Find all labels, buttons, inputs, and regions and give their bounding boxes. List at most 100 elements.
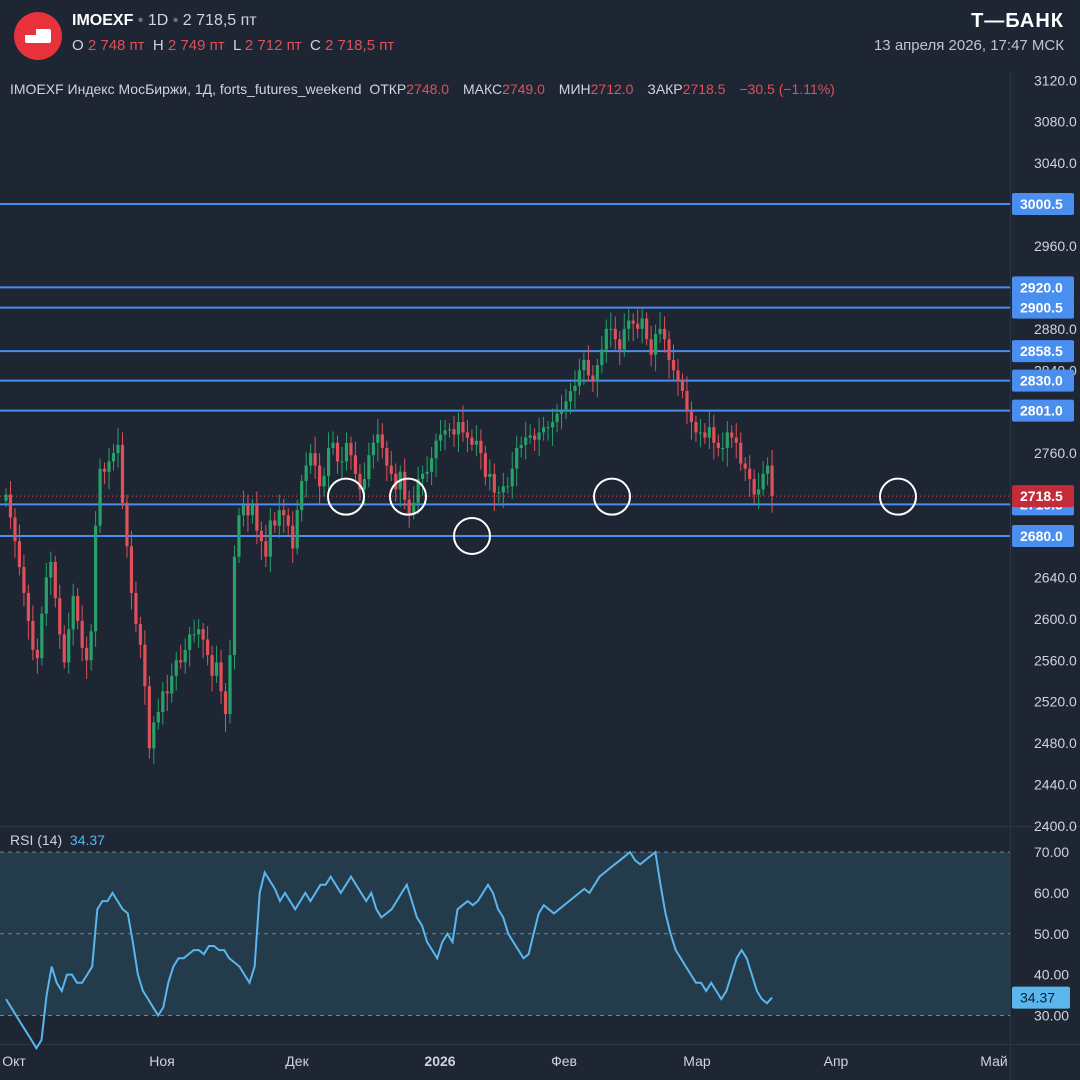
candle-body: [725, 432, 729, 448]
candle-body: [8, 494, 13, 518]
candle-body: [309, 453, 313, 466]
candle-body: [416, 479, 420, 503]
price-tick-label: 2600.0: [1034, 611, 1077, 627]
candle-body: [694, 422, 698, 433]
ticker-symbol[interactable]: IMOEXF: [72, 12, 134, 29]
brand-logo: Т—БАНК: [971, 10, 1064, 32]
candle-body: [206, 639, 210, 656]
candle-body: [438, 434, 443, 441]
candle-body: [282, 510, 286, 516]
candle-body: [67, 629, 71, 663]
candle-body: [295, 510, 299, 549]
rsi-axis-divider: [1010, 826, 1011, 1080]
price-tick-label: 3040.0: [1034, 155, 1077, 171]
candle-body: [662, 328, 667, 340]
candle-body: [138, 624, 142, 645]
candle-body: [4, 494, 8, 501]
candle-body: [707, 427, 711, 438]
candle-body: [716, 442, 720, 448]
time-tick-label: 2026: [424, 1053, 455, 1069]
touch-marker-circle: [879, 477, 917, 516]
candle-body: [609, 328, 613, 330]
candle-body: [116, 444, 120, 454]
candle-body: [488, 473, 492, 477]
candle-body: [214, 662, 219, 676]
price-tick-label: 2880.0: [1034, 321, 1077, 337]
candle-body: [470, 437, 474, 445]
touch-marker-circle: [593, 477, 631, 516]
candle-body: [147, 686, 151, 749]
time-tick-label: Мар: [683, 1053, 711, 1069]
level-tag: [1012, 399, 1074, 422]
candle-body: [300, 481, 304, 511]
candle-body: [721, 447, 725, 449]
candle-body: [353, 455, 358, 474]
candle-body: [685, 391, 689, 412]
candle-body: [474, 440, 478, 445]
candle-body: [322, 475, 326, 487]
candle-body: [250, 504, 254, 516]
rsi-tick-label: 30.00: [1034, 1007, 1069, 1023]
candle-body: [636, 323, 640, 329]
level-tag: [1012, 525, 1074, 547]
candle-body: [40, 613, 44, 659]
candle-body: [524, 437, 528, 445]
interval-label[interactable]: 1D: [147, 12, 169, 29]
candle-body: [533, 435, 537, 440]
candle-body: [76, 596, 80, 621]
price-tick-label: 3080.0: [1034, 114, 1077, 130]
candle-body: [654, 334, 658, 355]
pane-divider: [0, 826, 1080, 827]
candle-body: [246, 504, 250, 516]
candle-body: [273, 520, 277, 526]
candle-body: [497, 492, 501, 494]
time-tick-label: Май: [980, 1053, 1007, 1069]
candle-body: [255, 504, 259, 531]
candle-body: [425, 471, 429, 474]
rsi-tick-label: 50.00: [1034, 926, 1069, 942]
time-tick-label: Апр: [824, 1053, 849, 1069]
level-tag-label: 2858.5: [1020, 343, 1063, 359]
price-tick-label: 2520.0: [1034, 694, 1077, 710]
price-axis-divider: [1010, 72, 1011, 826]
level-tag-label: 2900.5: [1020, 300, 1063, 316]
open-label: O: [72, 37, 84, 54]
candle-body: [515, 447, 519, 469]
candle-body: [519, 444, 523, 448]
candle-body: [98, 468, 102, 526]
candle-body: [510, 468, 514, 487]
candle-body: [49, 561, 53, 578]
candle-body: [703, 432, 707, 438]
time-tick-label: Дек: [285, 1053, 309, 1069]
flag-icon[interactable]: [14, 12, 62, 60]
candle-body: [125, 502, 129, 547]
candle-body: [26, 592, 30, 621]
candle-body: [586, 359, 590, 376]
rsi-tick-label: 70.00: [1034, 844, 1069, 860]
candle-body: [53, 561, 57, 599]
price-tick-label: 2640.0: [1034, 569, 1077, 585]
candle-body: [371, 442, 375, 456]
candle-body: [349, 442, 353, 456]
candle-body: [640, 318, 644, 329]
rsi-legend: RSI (14) 34.37: [10, 832, 105, 848]
price-tick-label: 3120.0: [1034, 72, 1077, 88]
candle-body: [170, 675, 174, 694]
low-label: L: [232, 37, 241, 54]
candle-body: [71, 596, 75, 630]
legend-low-value: 2712.0: [590, 81, 634, 97]
candle-body: [385, 447, 389, 466]
candle-body: [58, 598, 62, 635]
candle-body: [259, 530, 263, 542]
series-legend: IMOEXF Индекс МосБиржи, 1Д, forts_future…: [10, 81, 835, 97]
legend-high-value: 2749.0: [502, 81, 545, 97]
rsi-value: 34.37: [69, 832, 105, 848]
candle-body: [403, 471, 407, 500]
candle-body: [335, 442, 340, 462]
candle-body: [461, 422, 465, 433]
candle-body: [452, 429, 456, 435]
level-tag-label: 2920.0: [1020, 279, 1063, 295]
candle-body: [291, 525, 295, 549]
candle-body: [412, 502, 416, 514]
